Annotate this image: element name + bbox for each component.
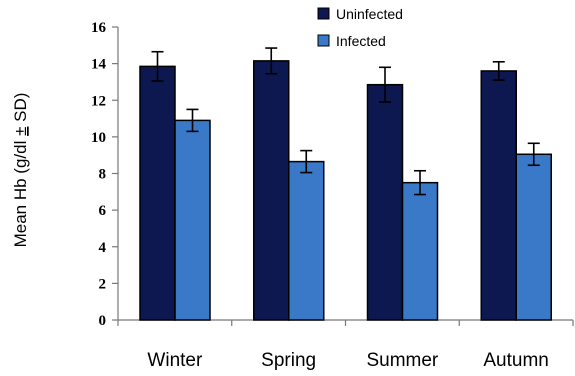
bar-uninfected-summer [366, 83, 404, 321]
y-tick-label: 0 [99, 313, 107, 329]
bars [139, 60, 552, 321]
legend-label-infected: Infected [336, 33, 386, 49]
y-tick-label: 8 [99, 167, 107, 183]
bar-uninfected-winter [139, 65, 176, 321]
y-tick-label: 6 [99, 203, 107, 219]
x-category-label: Spring [261, 350, 316, 371]
error-bars [151, 47, 540, 196]
legend: Uninfected Infected [317, 6, 403, 49]
y-tick-label: 4 [99, 240, 107, 256]
legend-swatch-uninfected [317, 7, 330, 20]
x-category-label: Autumn [483, 350, 548, 371]
x-axis: Winter Spring Summer Autumn [117, 319, 574, 371]
y-tick-label: 2 [99, 276, 107, 292]
legend-label-uninfected: Uninfected [336, 6, 403, 22]
y-axis-title: Mean Hb (g/dl ± SD) [11, 93, 30, 248]
y-tick-label: 10 [91, 130, 106, 146]
x-category-label: Winter [147, 350, 203, 371]
bar-infected-spring [288, 160, 325, 321]
bar-uninfected-spring [253, 60, 290, 321]
x-category-label: Summer [366, 350, 438, 371]
bar-infected-winter [174, 119, 211, 321]
legend-swatch-infected [317, 34, 330, 47]
y-tick-label: 16 [91, 20, 107, 36]
y-tick-label: 14 [91, 57, 107, 73]
y-axis: 0 2 4 6 8 10 12 14 16 [91, 20, 119, 329]
bar-infected-summer [401, 181, 439, 321]
bar-infected-autumn [515, 153, 552, 321]
bar-uninfected-autumn [480, 70, 517, 321]
y-tick-label: 12 [91, 93, 106, 109]
